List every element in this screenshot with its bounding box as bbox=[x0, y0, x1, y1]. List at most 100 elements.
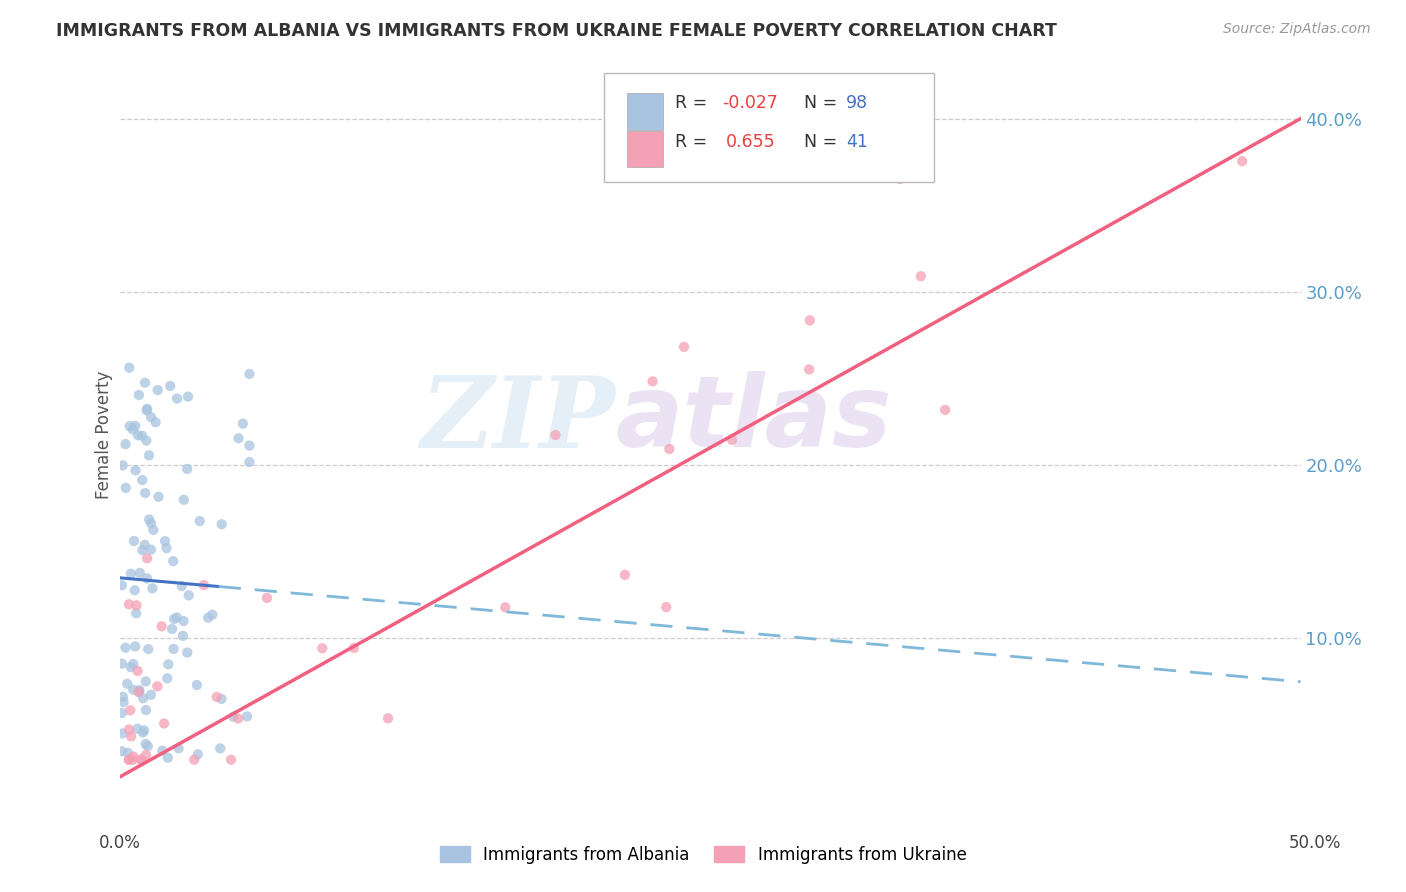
Text: IMMIGRANTS FROM ALBANIA VS IMMIGRANTS FROM UKRAINE FEMALE POVERTY CORRELATION CH: IMMIGRANTS FROM ALBANIA VS IMMIGRANTS FR… bbox=[56, 22, 1057, 40]
Point bbox=[111, 726, 134, 740]
Point bbox=[141, 582, 163, 596]
Point bbox=[219, 753, 242, 767]
Point bbox=[111, 578, 134, 592]
Point bbox=[211, 692, 233, 706]
Point bbox=[127, 722, 149, 736]
Point bbox=[132, 723, 155, 738]
Point bbox=[183, 753, 205, 767]
Point bbox=[129, 566, 152, 580]
Point bbox=[146, 679, 169, 693]
Point bbox=[125, 607, 148, 621]
Point bbox=[159, 379, 181, 393]
Point bbox=[132, 691, 155, 706]
Point bbox=[238, 367, 260, 381]
Point bbox=[172, 629, 194, 643]
Text: R =: R = bbox=[675, 95, 713, 112]
Point bbox=[115, 677, 138, 691]
Point bbox=[211, 517, 233, 532]
Point bbox=[155, 541, 177, 555]
Point bbox=[1230, 154, 1253, 169]
Point bbox=[136, 642, 159, 657]
FancyBboxPatch shape bbox=[603, 73, 935, 182]
Point bbox=[658, 442, 681, 456]
Point bbox=[128, 683, 150, 698]
Point bbox=[544, 428, 567, 442]
Point bbox=[129, 753, 152, 767]
Point bbox=[157, 657, 180, 672]
Point bbox=[673, 340, 696, 354]
Bar bbox=[627, 131, 662, 168]
Point bbox=[799, 313, 821, 327]
Text: ZIP: ZIP bbox=[420, 372, 616, 468]
Point bbox=[910, 269, 932, 284]
Y-axis label: Female Poverty: Female Poverty bbox=[94, 371, 112, 499]
Point bbox=[167, 741, 190, 756]
Point bbox=[160, 622, 183, 636]
Point bbox=[173, 492, 195, 507]
Point bbox=[228, 431, 250, 445]
Point bbox=[494, 600, 516, 615]
Point bbox=[131, 543, 153, 558]
Point bbox=[176, 462, 198, 476]
Point bbox=[176, 646, 198, 660]
Point bbox=[128, 684, 150, 698]
Point bbox=[127, 428, 149, 442]
Point bbox=[120, 566, 142, 581]
Point bbox=[139, 542, 162, 557]
Point bbox=[193, 578, 215, 592]
Point bbox=[136, 551, 159, 566]
Point bbox=[145, 415, 167, 429]
Point bbox=[188, 514, 211, 528]
Point bbox=[142, 523, 165, 537]
Text: R =: R = bbox=[675, 133, 718, 152]
Point bbox=[136, 739, 159, 754]
Text: -0.027: -0.027 bbox=[721, 95, 778, 112]
Point bbox=[153, 534, 176, 549]
Point bbox=[111, 706, 134, 720]
Point bbox=[187, 747, 209, 762]
Point bbox=[121, 422, 143, 436]
Point bbox=[177, 390, 200, 404]
Point bbox=[118, 753, 141, 767]
Text: N =: N = bbox=[793, 95, 842, 112]
Point bbox=[118, 753, 141, 767]
Point bbox=[118, 360, 141, 375]
Point bbox=[111, 657, 134, 671]
Point bbox=[377, 711, 399, 725]
Point bbox=[124, 463, 146, 477]
Point bbox=[150, 744, 173, 758]
Point bbox=[135, 703, 157, 717]
Point bbox=[197, 611, 219, 625]
Point bbox=[114, 437, 136, 451]
Point bbox=[173, 614, 195, 628]
Point bbox=[122, 682, 145, 697]
Point bbox=[128, 388, 150, 402]
Point bbox=[236, 709, 259, 723]
Point bbox=[124, 640, 146, 654]
Point bbox=[134, 538, 156, 552]
Point bbox=[125, 599, 148, 613]
Point bbox=[163, 612, 186, 626]
Point bbox=[114, 481, 136, 495]
Point bbox=[129, 753, 152, 767]
Bar bbox=[627, 94, 662, 129]
Point bbox=[114, 640, 136, 655]
Point bbox=[232, 417, 254, 431]
Point bbox=[934, 403, 956, 417]
Point bbox=[118, 723, 141, 737]
Point bbox=[613, 567, 636, 582]
Point bbox=[112, 695, 135, 709]
Legend: Immigrants from Albania, Immigrants from Ukraine: Immigrants from Albania, Immigrants from… bbox=[433, 839, 973, 871]
Point bbox=[135, 674, 157, 689]
Point bbox=[799, 362, 821, 376]
Point bbox=[222, 709, 245, 723]
Point bbox=[118, 597, 141, 611]
Point bbox=[238, 439, 260, 453]
Point bbox=[134, 376, 156, 390]
Point bbox=[118, 419, 141, 434]
Point bbox=[201, 607, 224, 622]
Point bbox=[131, 429, 153, 443]
Point bbox=[256, 591, 278, 605]
Point bbox=[139, 688, 162, 702]
Point bbox=[124, 583, 146, 598]
